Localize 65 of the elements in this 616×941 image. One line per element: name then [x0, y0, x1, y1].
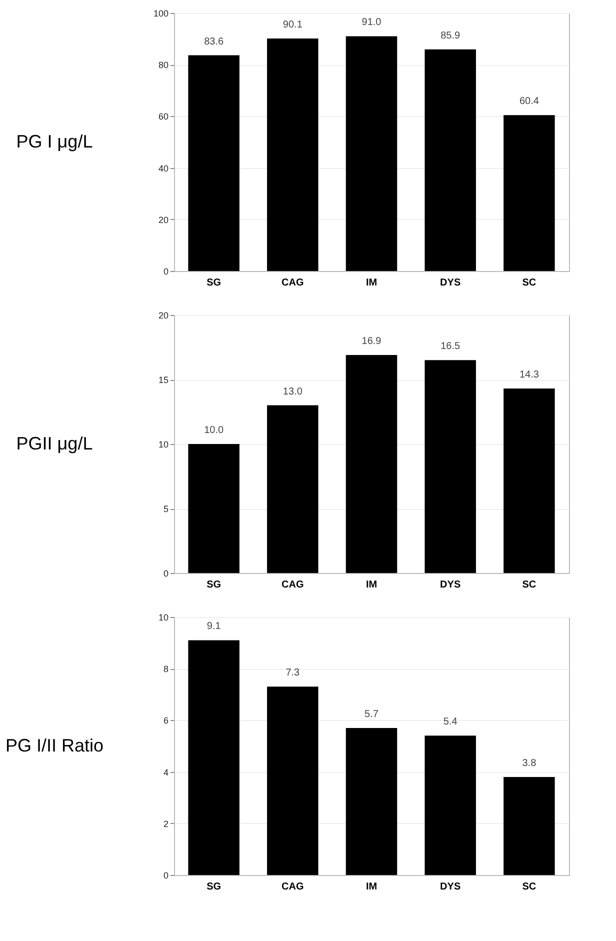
x-tick-label: SG: [206, 882, 222, 892]
y-tick-label: 2: [163, 818, 168, 829]
bar: [346, 36, 398, 271]
y-tick-label: 0: [163, 870, 168, 880]
x-tick-label: SC: [522, 882, 536, 892]
bar: [424, 360, 476, 573]
bar: [424, 49, 476, 271]
bar: [267, 686, 318, 875]
bar: [188, 640, 240, 875]
y-tick-label: 100: [153, 8, 168, 18]
x-tick-label: SC: [522, 580, 536, 590]
x-tick-label: DYS: [440, 278, 461, 288]
x-tick-label: DYS: [440, 882, 461, 892]
bar: [267, 405, 318, 573]
data-label: 90.1: [282, 20, 303, 31]
bar: [504, 388, 555, 573]
bar: [188, 55, 240, 271]
bar: [424, 736, 476, 875]
data-label: 5.4: [443, 716, 458, 728]
y-tick-label: 20: [158, 310, 168, 320]
y-tick-label: 6: [163, 716, 168, 726]
y-tick-label: 0: [163, 266, 168, 276]
x-tick-label: SG: [206, 278, 222, 288]
x-tick-label: SG: [206, 580, 222, 590]
data-label: 14.3: [519, 370, 540, 381]
y-axis-title: PG I/II Ratio: [5, 736, 104, 756]
data-label: 7.3: [286, 668, 300, 679]
x-tick-label: CAG: [282, 580, 304, 590]
bar: [504, 115, 555, 271]
y-tick-label: 10: [158, 612, 168, 622]
x-tick-label: IM: [366, 278, 378, 288]
y-tick-label: 80: [158, 60, 168, 70]
x-tick-label: IM: [366, 580, 378, 590]
data-label: 13.0: [282, 386, 303, 398]
x-tick-label: CAG: [282, 278, 304, 288]
bar: [188, 444, 240, 573]
data-label: 3.8: [522, 758, 537, 769]
data-label: 60.4: [519, 96, 540, 108]
bar: [346, 354, 398, 573]
data-label: 5.7: [364, 708, 379, 720]
x-tick-label: SC: [522, 278, 536, 288]
bar: [504, 776, 555, 875]
y-tick-label: 10: [158, 440, 168, 450]
y-axis-title: PGII μg/L: [16, 434, 93, 454]
y-tick-label: 40: [158, 163, 168, 174]
x-tick-label: DYS: [440, 580, 461, 590]
y-axis-title: PG I μg/L: [16, 132, 93, 152]
x-tick-label: IM: [366, 882, 378, 892]
y-tick-label: 8: [163, 664, 168, 674]
y-tick-label: 5: [163, 504, 168, 514]
data-label: 10.0: [204, 425, 224, 436]
bar: [346, 728, 398, 875]
data-label: 83.6: [204, 36, 224, 48]
x-tick-label: CAG: [282, 882, 304, 892]
data-label: 16.5: [440, 341, 461, 352]
y-tick-label: 60: [158, 112, 168, 122]
bar: [267, 38, 318, 271]
y-tick-label: 4: [163, 767, 168, 778]
y-tick-label: 20: [158, 214, 168, 225]
data-label: 85.9: [440, 30, 461, 42]
data-label: 9.1: [206, 621, 222, 632]
data-label: 91.0: [362, 17, 382, 28]
y-tick-label: 15: [158, 375, 168, 385]
y-tick-label: 0: [163, 568, 168, 578]
data-label: 16.9: [362, 336, 382, 347]
